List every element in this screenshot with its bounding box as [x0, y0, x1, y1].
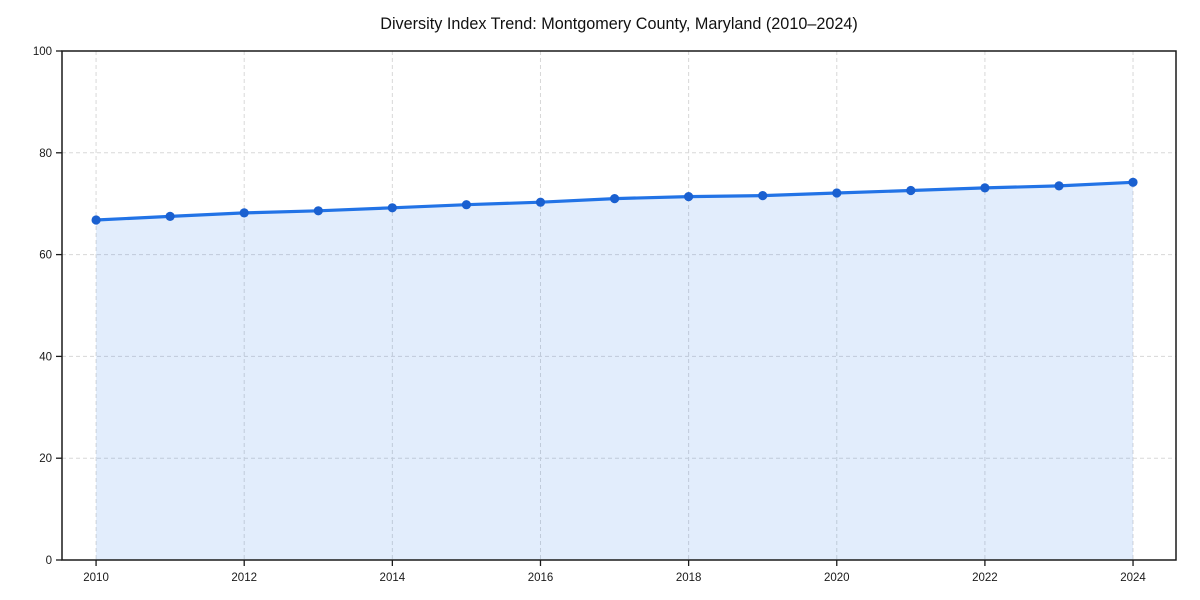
data-point-2017	[610, 194, 620, 204]
data-point-2021	[906, 185, 916, 196]
x-tick-label-2018: 2018	[676, 572, 702, 584]
x-tick-label-2022: 2022	[972, 572, 998, 584]
y-tick-label-40: 40	[39, 351, 52, 363]
y-tick-label-80: 80	[39, 148, 52, 160]
chart-title: Diversity Index Trend: Montgomery County…	[380, 15, 857, 33]
data-point-2013	[313, 206, 323, 216]
series-area-fill	[96, 182, 1134, 561]
x-tick-label-2016: 2016	[528, 572, 554, 584]
x-tick-label-2020: 2020	[824, 572, 850, 584]
data-point-2023	[1054, 181, 1064, 191]
data-point-2014	[387, 203, 397, 213]
x-tick-label-2010: 2010	[83, 572, 109, 584]
x-tick-label-2014: 2014	[380, 572, 406, 584]
data-point-2022	[980, 183, 990, 193]
data-point-2019	[758, 191, 768, 201]
x-tick-label-2012: 2012	[231, 572, 257, 584]
plot-area: 2010 2012 2014 2016 2018 2020 2022 2024 0 20 40 60 8…	[33, 46, 1177, 584]
y-tick-label-100: 100	[33, 46, 52, 58]
y-tick-label-0: 0	[46, 555, 52, 567]
data-point-2012	[239, 208, 249, 218]
data-point-2020	[832, 188, 842, 198]
data-point-2018	[684, 192, 694, 202]
y-tick-label-60: 60	[39, 250, 52, 262]
data-point-2024	[1128, 177, 1138, 187]
data-point-2011	[165, 211, 175, 221]
data-point-2016	[535, 197, 546, 207]
data-point-2010	[91, 215, 101, 225]
x-tick-label-2024: 2024	[1120, 572, 1146, 584]
y-tick-label-20: 20	[39, 453, 52, 465]
data-point-2015	[461, 200, 471, 210]
axis-frame	[61, 50, 1177, 561]
